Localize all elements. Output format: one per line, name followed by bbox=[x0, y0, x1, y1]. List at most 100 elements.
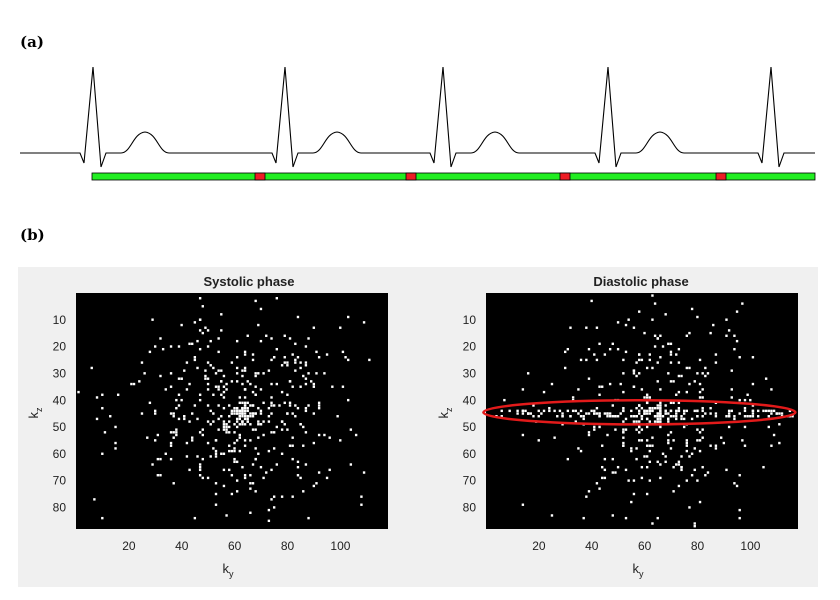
sample-point bbox=[667, 372, 670, 375]
sample-point bbox=[241, 465, 244, 469]
sample-point bbox=[532, 415, 535, 418]
sample-point bbox=[312, 484, 316, 488]
sample-point bbox=[243, 388, 247, 391]
sample-point bbox=[630, 409, 633, 413]
sample-point bbox=[164, 388, 167, 391]
sample-point bbox=[220, 380, 223, 383]
sample-point bbox=[738, 356, 741, 359]
sample-point bbox=[701, 415, 704, 418]
sample-point bbox=[735, 310, 739, 313]
x-tick-label: 40 bbox=[175, 539, 189, 553]
sample-point bbox=[698, 449, 702, 453]
sample-point bbox=[696, 439, 699, 442]
sample-point bbox=[217, 428, 220, 431]
sample-point bbox=[648, 449, 651, 453]
sample-point bbox=[690, 452, 694, 455]
sample-point bbox=[685, 409, 689, 413]
y-tick-label: 80 bbox=[53, 501, 67, 515]
sample-point bbox=[169, 345, 173, 348]
sample-point bbox=[259, 465, 263, 469]
sample-point bbox=[690, 474, 694, 477]
sample-point bbox=[741, 302, 744, 305]
sample-point bbox=[743, 415, 747, 418]
sample-point bbox=[304, 431, 308, 434]
sample-point bbox=[630, 449, 633, 453]
sample-point bbox=[770, 388, 773, 391]
x-tick-label: 80 bbox=[691, 539, 705, 553]
systolic-kspace-plot: Systolic phase 20 40 60 80 100 10 20 30 40 50 60 7… bbox=[26, 274, 388, 579]
sample-point bbox=[608, 347, 612, 351]
sample-point bbox=[640, 476, 644, 480]
sample-point bbox=[542, 390, 546, 394]
sample-point bbox=[698, 396, 702, 399]
sample-point bbox=[349, 428, 353, 431]
sample-point bbox=[598, 393, 601, 396]
sample-point bbox=[725, 334, 728, 337]
sample-point bbox=[243, 412, 247, 415]
sample-point bbox=[180, 323, 183, 327]
y-tick-label: 70 bbox=[53, 474, 67, 488]
sample-point bbox=[217, 417, 220, 421]
sample-point bbox=[601, 476, 604, 480]
sample-point bbox=[193, 516, 197, 520]
sample-point bbox=[304, 361, 308, 364]
sample-point bbox=[672, 465, 675, 469]
sample-point bbox=[635, 420, 638, 423]
sample-point bbox=[675, 409, 678, 413]
sample-point bbox=[667, 420, 670, 423]
sample-point bbox=[566, 457, 570, 461]
sample-point bbox=[587, 412, 591, 415]
sample-point bbox=[645, 444, 649, 447]
sample-point bbox=[593, 353, 596, 356]
x-tick-label: 40 bbox=[585, 539, 599, 553]
sample-point bbox=[312, 441, 316, 445]
sample-point bbox=[238, 449, 241, 453]
sample-point bbox=[622, 358, 625, 362]
sample-point bbox=[228, 449, 231, 453]
sample-point bbox=[222, 374, 226, 378]
sample-point bbox=[648, 358, 651, 362]
sample-point bbox=[595, 326, 599, 329]
sample-point bbox=[601, 444, 604, 447]
sample-point bbox=[500, 409, 503, 413]
sample-point bbox=[524, 409, 527, 413]
sample-point bbox=[299, 361, 302, 364]
x-tick-label: 100 bbox=[330, 539, 350, 553]
sample-point bbox=[770, 444, 773, 447]
sample-point bbox=[230, 474, 234, 477]
sample-point bbox=[656, 380, 659, 383]
sample-point bbox=[291, 385, 294, 388]
sample-point bbox=[733, 347, 736, 351]
sample-point bbox=[243, 369, 247, 372]
sample-point bbox=[749, 415, 752, 418]
sample-point bbox=[233, 441, 236, 445]
sample-point bbox=[645, 492, 649, 496]
sample-point bbox=[778, 441, 781, 445]
sample-point bbox=[746, 415, 749, 418]
sample-point bbox=[175, 398, 178, 402]
x-tick-label: 60 bbox=[638, 539, 652, 553]
sample-point bbox=[270, 404, 273, 407]
sample-point bbox=[233, 409, 236, 413]
sample-point bbox=[638, 310, 641, 313]
sample-point bbox=[217, 350, 220, 354]
sample-point bbox=[249, 487, 252, 490]
sample-point bbox=[648, 409, 651, 413]
sample-point bbox=[238, 433, 241, 437]
sample-point bbox=[185, 361, 189, 364]
sample-point bbox=[582, 417, 585, 421]
sample-point bbox=[307, 372, 310, 375]
sample-point bbox=[635, 374, 638, 378]
sample-point bbox=[214, 449, 218, 453]
sample-point bbox=[220, 452, 223, 455]
sample-point bbox=[257, 372, 260, 375]
sample-point bbox=[272, 506, 276, 509]
sample-point bbox=[767, 415, 770, 418]
sample-point bbox=[283, 401, 286, 405]
sample-point bbox=[114, 447, 117, 450]
sample-point bbox=[325, 476, 329, 480]
sample-point bbox=[603, 457, 607, 461]
sample-point bbox=[235, 380, 239, 383]
sample-point bbox=[228, 468, 231, 472]
sample-point bbox=[286, 412, 289, 415]
